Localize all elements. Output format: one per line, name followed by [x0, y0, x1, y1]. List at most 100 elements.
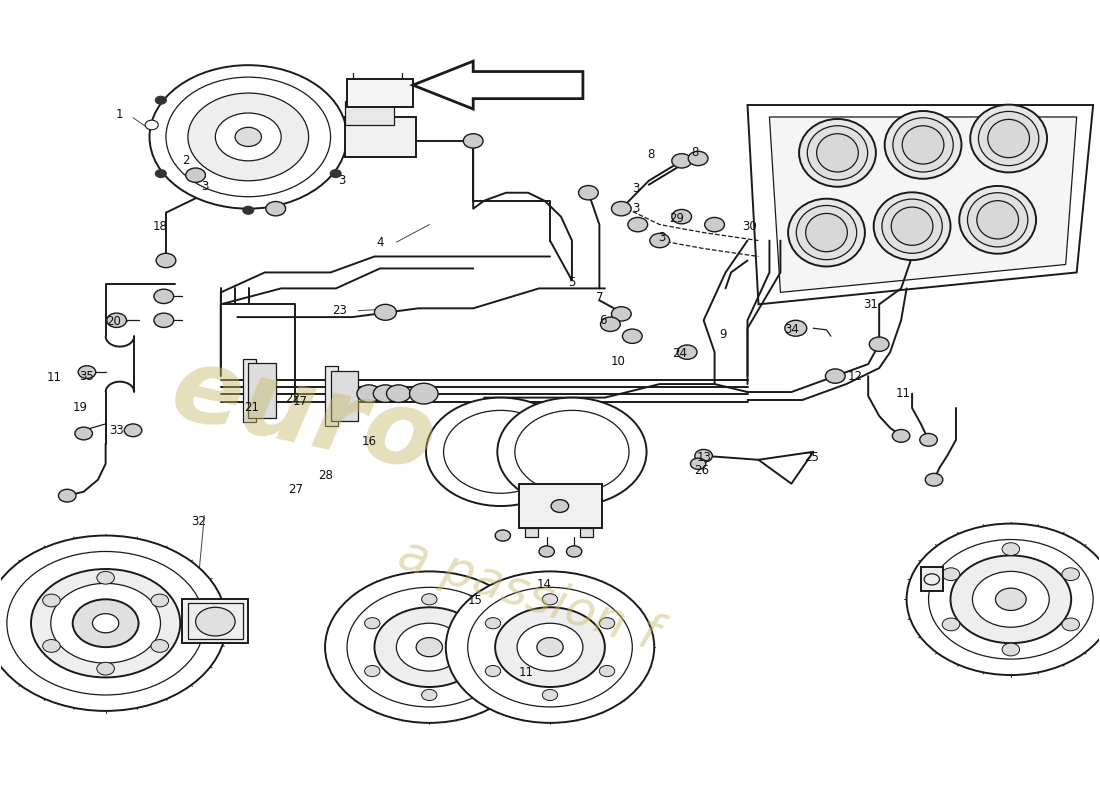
Circle shape: [672, 210, 692, 224]
Text: 24: 24: [672, 347, 688, 360]
Text: 9: 9: [719, 328, 727, 341]
Circle shape: [75, 427, 92, 440]
Text: 34: 34: [784, 323, 799, 336]
Text: 31: 31: [864, 298, 878, 311]
Bar: [188, 603, 243, 639]
Circle shape: [374, 607, 484, 687]
Text: 30: 30: [742, 220, 757, 233]
Text: 14: 14: [537, 578, 552, 591]
Circle shape: [43, 639, 60, 652]
Circle shape: [150, 65, 346, 209]
Circle shape: [566, 546, 582, 557]
Text: 11: 11: [46, 371, 62, 384]
Circle shape: [495, 530, 510, 541]
Ellipse shape: [891, 207, 933, 246]
Text: 4: 4: [376, 236, 384, 249]
Text: 5: 5: [569, 275, 575, 289]
Circle shape: [443, 410, 558, 494]
Text: 21: 21: [244, 402, 260, 414]
Circle shape: [92, 614, 119, 633]
Circle shape: [373, 385, 397, 402]
Bar: [344, 101, 394, 125]
Text: 20: 20: [106, 315, 121, 328]
Circle shape: [58, 490, 76, 502]
Text: 11: 11: [518, 666, 534, 679]
Text: 3: 3: [658, 231, 666, 244]
Circle shape: [326, 571, 534, 723]
Circle shape: [421, 690, 437, 701]
Circle shape: [892, 430, 910, 442]
Circle shape: [31, 569, 180, 678]
Circle shape: [266, 202, 286, 216]
Circle shape: [672, 154, 692, 168]
Circle shape: [156, 254, 176, 268]
Circle shape: [695, 450, 713, 462]
Circle shape: [650, 234, 670, 248]
Circle shape: [928, 539, 1093, 659]
Text: 13: 13: [696, 451, 711, 464]
Circle shape: [1002, 643, 1020, 656]
Circle shape: [51, 583, 161, 663]
Circle shape: [869, 337, 889, 351]
Circle shape: [421, 594, 437, 605]
Circle shape: [551, 500, 569, 513]
Circle shape: [151, 594, 168, 607]
Text: 19: 19: [73, 402, 88, 414]
Circle shape: [943, 568, 959, 581]
Ellipse shape: [807, 126, 868, 180]
Circle shape: [374, 304, 396, 320]
Circle shape: [243, 206, 254, 214]
Circle shape: [495, 607, 605, 687]
Bar: [346, 78, 412, 106]
Circle shape: [154, 289, 174, 303]
Circle shape: [542, 690, 558, 701]
Circle shape: [386, 385, 410, 402]
Circle shape: [996, 588, 1026, 610]
Text: 6: 6: [598, 314, 606, 326]
Circle shape: [107, 313, 126, 327]
Text: euro: euro: [162, 338, 444, 493]
Circle shape: [1062, 568, 1079, 581]
Circle shape: [151, 639, 168, 652]
Circle shape: [485, 666, 501, 677]
Bar: [243, 358, 256, 422]
Polygon shape: [412, 61, 583, 109]
Circle shape: [950, 555, 1071, 643]
Circle shape: [925, 474, 943, 486]
Polygon shape: [748, 105, 1093, 304]
Circle shape: [705, 218, 725, 232]
Circle shape: [784, 320, 806, 336]
Ellipse shape: [902, 126, 944, 164]
Circle shape: [43, 594, 60, 607]
Text: 26: 26: [694, 464, 708, 477]
Text: 3: 3: [338, 174, 345, 187]
Text: 18: 18: [153, 220, 168, 233]
Circle shape: [612, 306, 631, 321]
Circle shape: [416, 638, 442, 657]
Circle shape: [216, 113, 282, 161]
Text: 15: 15: [468, 594, 483, 607]
Text: a passion f: a passion f: [392, 530, 664, 660]
Circle shape: [537, 638, 563, 657]
Text: 11: 11: [895, 387, 911, 400]
Circle shape: [186, 168, 206, 182]
Circle shape: [396, 623, 462, 671]
Circle shape: [539, 546, 554, 557]
Text: 35: 35: [79, 370, 95, 382]
Circle shape: [920, 434, 937, 446]
Text: 10: 10: [610, 355, 626, 368]
Text: 16: 16: [362, 435, 376, 448]
Ellipse shape: [796, 206, 857, 260]
Circle shape: [601, 317, 620, 331]
Circle shape: [1062, 618, 1079, 630]
Circle shape: [97, 571, 114, 584]
Circle shape: [542, 594, 558, 605]
Ellipse shape: [977, 201, 1019, 239]
Circle shape: [478, 666, 494, 677]
Circle shape: [0, 535, 227, 711]
Circle shape: [1002, 542, 1020, 555]
Circle shape: [166, 77, 331, 197]
Circle shape: [517, 623, 583, 671]
Ellipse shape: [788, 198, 865, 266]
Circle shape: [691, 458, 706, 470]
